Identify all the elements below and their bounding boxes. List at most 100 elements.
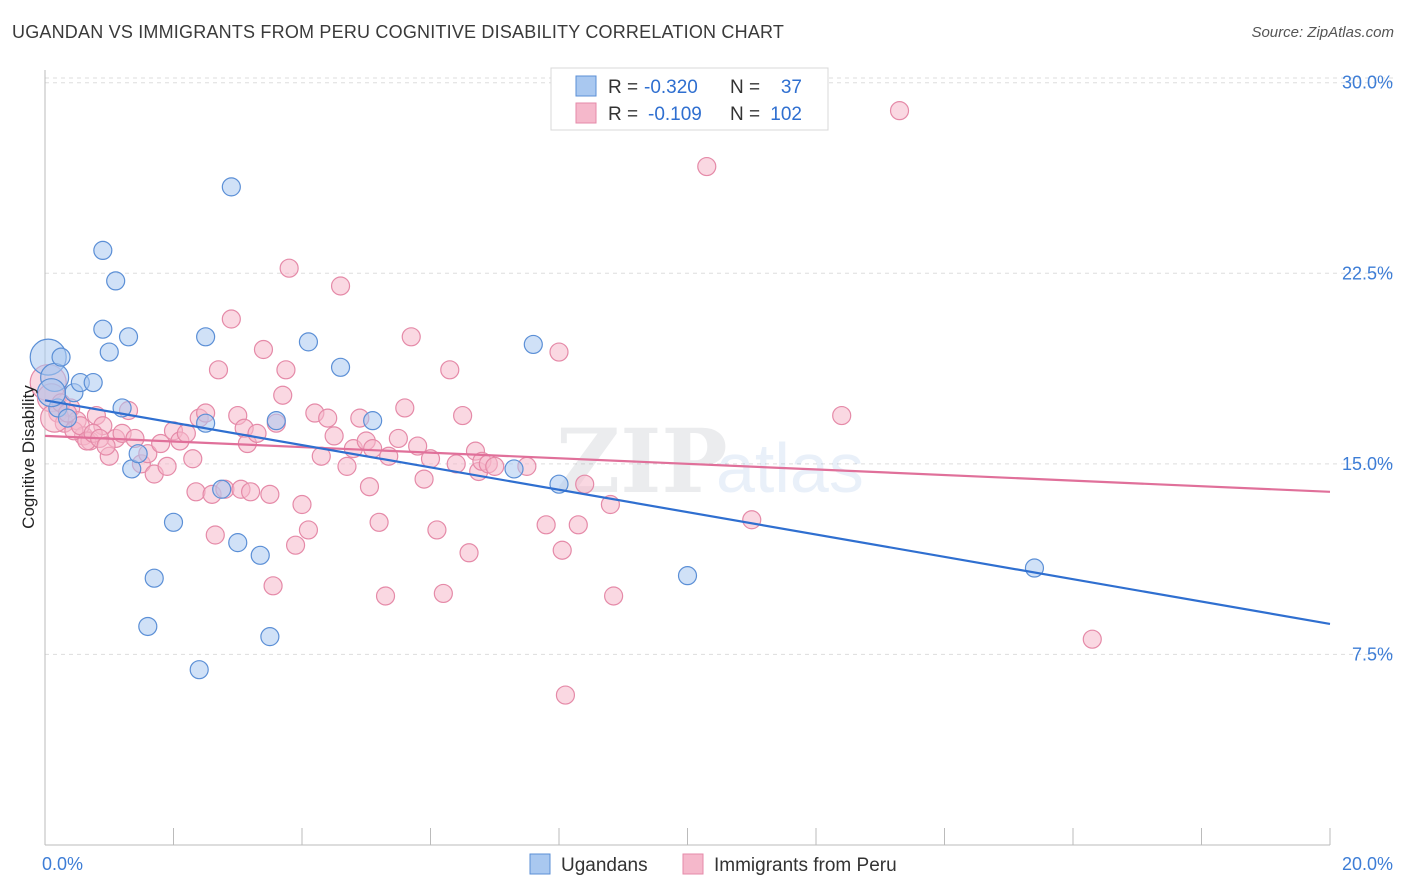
peru-point (276, 360, 296, 380)
peru-point (536, 515, 556, 535)
peru-point (157, 456, 177, 476)
ugandans-point (298, 332, 319, 352)
peru-point (96, 436, 116, 456)
legend-r-value-ugandans: -0.320 (644, 77, 698, 98)
ugandans-point (677, 566, 698, 586)
legend-n-value-ugandans: 37 (781, 77, 802, 98)
peru-point (318, 408, 338, 428)
ugandans-point (260, 627, 280, 647)
peru-point (549, 342, 569, 362)
ugandans-point (228, 533, 248, 553)
y-tick-label: 15.0% (1342, 454, 1393, 474)
ugandans-point (250, 545, 270, 565)
trendline-ugandans (44, 399, 1331, 626)
peru-point (568, 515, 588, 535)
peru-point (369, 512, 389, 532)
y-tick-label: 22.5% (1342, 263, 1393, 283)
ugandans-point (128, 444, 148, 464)
peru-point (363, 439, 383, 459)
x-tick-label-max: 20.0% (1342, 854, 1393, 874)
peru-point (151, 433, 171, 454)
legend-r-label-ugandans: R = (608, 77, 638, 98)
peru-point (395, 398, 415, 418)
legend-n-label-peru: N = (730, 104, 760, 125)
ugandans-point (163, 512, 184, 532)
peru-point (337, 456, 357, 476)
ugandans-point (221, 177, 241, 197)
ugandans-point (523, 334, 543, 355)
stats-legend-box (550, 67, 829, 131)
ugandans-point (144, 568, 164, 588)
series-immigrants-from-peru (29, 101, 1102, 705)
peru-point (183, 449, 203, 469)
peru-point (359, 477, 380, 497)
peru-point (604, 586, 624, 606)
ugandans-point (504, 459, 524, 479)
ugandans-point (363, 411, 383, 431)
peru-point (253, 339, 274, 360)
peru-point (697, 156, 717, 177)
legend-swatch-ugandans (575, 75, 597, 97)
peru-point (208, 360, 229, 380)
legend-n-value-peru: 102 (770, 104, 802, 125)
ugandans-point (106, 271, 126, 291)
ugandans-point (83, 372, 103, 393)
peru-point (221, 309, 241, 329)
bottom-legend-label-peru: Immigrants from Peru (714, 855, 897, 876)
peru-point (324, 426, 344, 446)
peru-point (298, 520, 319, 540)
peru-point (832, 405, 852, 426)
peru-point (552, 540, 572, 560)
ugandans-point (118, 327, 139, 347)
peru-point (292, 494, 312, 515)
legend-swatch-peru (575, 102, 597, 124)
peru-point (433, 583, 453, 604)
peru-point (273, 385, 293, 405)
peru-point (575, 474, 595, 494)
peru-point (263, 576, 283, 596)
source-credit: Source: ZipAtlas.com (1251, 24, 1394, 41)
peru-point (459, 543, 479, 563)
ugandans-point (138, 616, 158, 637)
bottom-legend-label-ugandans: Ugandans (561, 855, 648, 876)
gridlines (45, 77, 1393, 655)
peru-point (401, 327, 421, 347)
peru-point (889, 101, 910, 121)
bottom-legend-swatch-ugandans (529, 853, 551, 875)
bottom-legend-swatch-peru (682, 853, 704, 875)
peru-point (247, 423, 267, 443)
y-tick-label: 30.0% (1342, 73, 1393, 93)
ugandans-point (93, 240, 113, 261)
peru-point (330, 276, 351, 296)
y-tick-label: 7.5% (1352, 644, 1393, 664)
legend-r-label-peru: R = (608, 104, 638, 125)
ugandans-point (51, 347, 71, 367)
peru-point (285, 535, 306, 555)
ugandans-point (196, 327, 216, 347)
peru-point (453, 405, 473, 426)
x-tick-label-min: 0.0% (42, 854, 83, 874)
chart-title: UGANDAN VS IMMIGRANTS FROM PERU COGNITIV… (12, 22, 785, 42)
legend-r-value-peru: -0.109 (648, 104, 702, 125)
y-axis-title: Cognitive Disability (19, 385, 38, 529)
stats-legend: R = -0.320 N = 37 R = -0.109 N = 102 (550, 67, 829, 131)
x-axis-ticks (44, 828, 1331, 845)
series-ugandans (29, 177, 1045, 680)
trendline-peru (44, 434, 1331, 493)
ugandans-point (330, 357, 351, 377)
trendlines (44, 399, 1331, 626)
ugandans-point (93, 319, 113, 339)
peru-point (260, 484, 280, 504)
peru-point (241, 482, 261, 502)
peru-point (555, 685, 576, 705)
peru-point (186, 482, 206, 502)
ugandans-point (212, 479, 232, 499)
peru-point (440, 360, 460, 380)
ugandans-point (57, 408, 78, 428)
peru-point (388, 428, 408, 449)
series-legend: Ugandans Immigrants from Peru (529, 853, 897, 876)
peru-point (408, 436, 428, 456)
peru-point (1082, 629, 1102, 649)
peru-point (427, 520, 447, 540)
